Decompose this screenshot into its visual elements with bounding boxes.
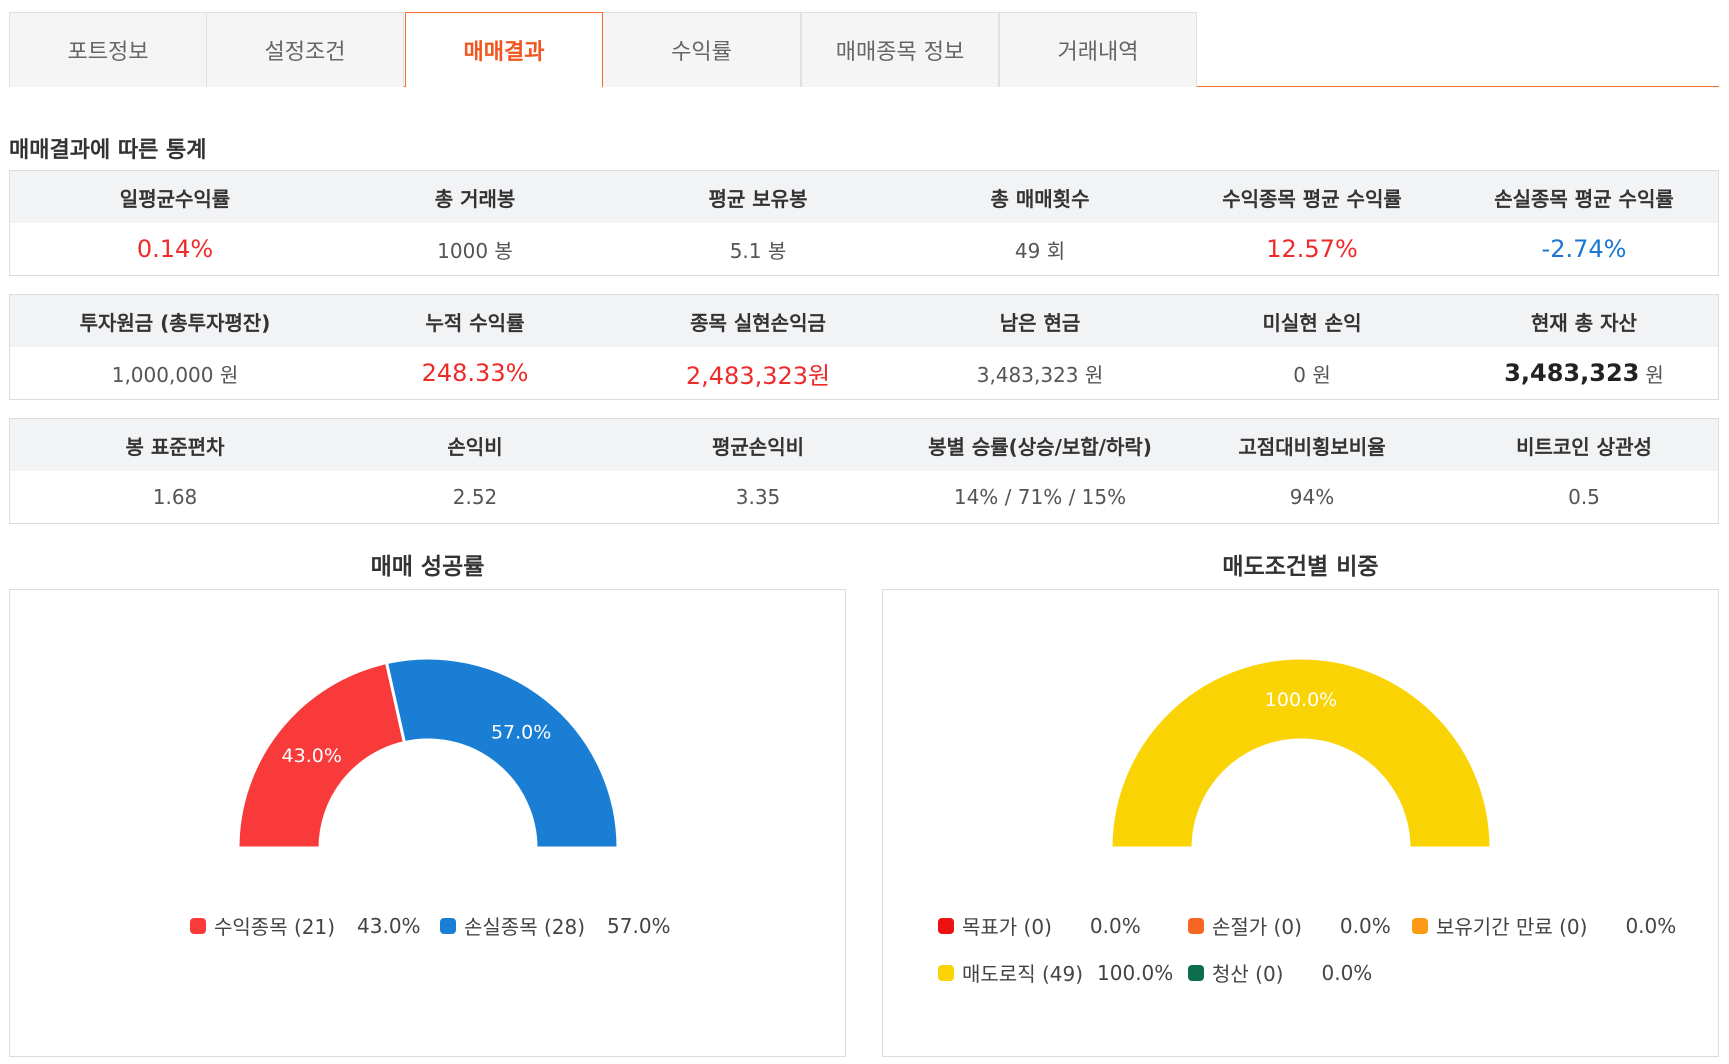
gauge-segment[interactable]	[236, 661, 406, 850]
stat-header: 총 거래봉	[434, 186, 516, 211]
stats-table-2: 투자원금 (총투자평잔) 누적 수익률 종목 실현손익금 남은 현금 미실현 손…	[9, 294, 1719, 400]
legend-value: 0.0%	[1321, 960, 1373, 985]
stat-principal: 1,000,000 원	[111, 362, 239, 387]
stat-total-bars: 1000 봉	[437, 238, 513, 263]
legend-label: 매도로직 (49)	[962, 962, 1084, 986]
legend-label: 손실종목 (28)	[464, 915, 586, 939]
legend-label: 청산 (0)	[1212, 962, 1284, 986]
stat-total-asset: 3,483,323 원	[1450, 347, 1718, 399]
legend-label: 손절가 (0)	[1212, 915, 1302, 939]
tab-settings[interactable]: 설정조건	[206, 12, 404, 87]
stat-total-asset-value: 3,483,323	[1504, 359, 1640, 387]
legend-label: 보유기간 만료 (0)	[1436, 915, 1588, 939]
stat-header: 손실종목 평균 수익률	[1494, 186, 1674, 211]
tab-trade-history[interactable]: 거래내역	[999, 12, 1197, 87]
chart-title-success-rate: 매매 성공률	[370, 554, 485, 580]
legend-dot-blue	[440, 917, 456, 934]
tab-trade-results[interactable]: 매매결과	[405, 12, 603, 88]
stats-table-3: 봉 표준편차 손익비 평균손익비 봉별 승률(상승/보합/하락) 고점대비횡보비…	[9, 418, 1719, 524]
stat-btc-correlation: 0.5	[1568, 485, 1600, 509]
legend-value: 43.0%	[357, 913, 421, 938]
stat-header: 비트코인 상관성	[1516, 434, 1652, 459]
stats-value-row: 0.14% 1000 봉 5.1 봉 49 회 12.57% -2.74%	[10, 223, 1718, 275]
legend-dot-yellow	[938, 964, 954, 981]
stat-header: 누적 수익률	[425, 310, 525, 335]
stats-header-row: 투자원금 (총투자평잔) 누적 수익률 종목 실현손익금 남은 현금 미실현 손…	[10, 295, 1718, 347]
stats-header-row: 봉 표준편차 손익비 평균손익비 봉별 승률(상승/보합/하락) 고점대비횡보비…	[10, 419, 1718, 471]
stat-header: 손익비	[447, 434, 503, 459]
stat-bar-win-rate: 14% / 71% / 15%	[953, 485, 1127, 509]
legend-value: 0.0%	[1339, 913, 1391, 938]
gauge-chart-sell-condition: 100.0%	[1109, 656, 1493, 850]
stat-avg-hold-bars: 5.1 봉	[729, 238, 787, 263]
legend-dot-green	[1188, 964, 1204, 981]
chart-panel-sell-condition: 100.0% 목표가 (0) 0.0% 손절가 (0) 0.0% 보유기간 만료…	[882, 589, 1719, 1057]
stat-pnl-ratio: 2.52	[452, 485, 498, 509]
chart-title-sell-condition: 매도조건별 비중	[1222, 554, 1379, 580]
stat-header: 수익종목 평균 수익률	[1222, 186, 1402, 211]
stats-value-row: 1.68 2.52 3.35 14% / 71% / 15% 94% 0.5	[10, 471, 1718, 523]
stat-unrealized-pnl: 0 원	[1293, 362, 1331, 387]
tab-port-info[interactable]: 포트정보	[9, 12, 207, 87]
legend-dot-amber	[1412, 917, 1428, 934]
legend-item-loss[interactable]: 손실종목 (28) 57.0%	[440, 911, 671, 940]
stat-header: 현재 총 자산	[1531, 310, 1637, 335]
legend-dot-red	[938, 917, 954, 934]
stat-loss-avg-return: -2.74%	[1541, 235, 1627, 263]
stat-header: 평균손익비	[712, 434, 804, 459]
stat-total-asset-unit: 원	[1645, 362, 1664, 387]
tab-trade-items[interactable]: 매매종목 정보	[801, 12, 999, 87]
tab-returns[interactable]: 수익률	[603, 12, 801, 87]
legend-dot-orange	[1188, 917, 1204, 934]
gauge-segment[interactable]	[385, 656, 620, 850]
legend-item-stoploss[interactable]: 손절가 (0) 0.0%	[1188, 911, 1391, 940]
gauge-segment-label: 100.0%	[1265, 689, 1337, 711]
stats-table-1: 일평균수익률 총 거래봉 평균 보유봉 총 매매횟수 수익종목 평균 수익률 손…	[9, 170, 1719, 276]
stat-remaining-cash: 3,483,323 원	[976, 362, 1104, 387]
legend-value: 0.0%	[1625, 913, 1677, 938]
stat-header: 봉별 승률(상승/보합/하락)	[928, 434, 1152, 459]
stat-header: 남은 현금	[999, 310, 1081, 335]
stats-value-row: 1,000,000 원 248.33% 2,483,323원 3,483,323…	[10, 347, 1718, 399]
stat-header: 미실현 손익	[1262, 310, 1362, 335]
stat-header: 종목 실현손익금	[690, 310, 826, 335]
legend-label: 목표가 (0)	[962, 915, 1052, 939]
section-title: 매매결과에 따른 통계	[9, 138, 207, 163]
stat-total-trades: 49 회	[1014, 238, 1066, 263]
stat-header: 일평균수익률	[119, 186, 231, 211]
stat-cumulative-return: 248.33%	[421, 359, 529, 387]
stat-header: 봉 표준편차	[125, 434, 225, 459]
legend-item-target[interactable]: 목표가 (0) 0.0%	[938, 911, 1141, 940]
gauge-chart-success-rate: 43.0% 57.0%	[236, 656, 620, 850]
legend-value: 57.0%	[607, 913, 671, 938]
chart-panel-success-rate: 43.0% 57.0% 수익종목 (21) 43.0% 손실종목 (28) 57.…	[9, 589, 846, 1057]
stat-daily-avg-return: 0.14%	[136, 235, 214, 263]
tab-bar: 포트정보 설정조건 매매결과 수익률 매매종목 정보 거래내역	[9, 12, 1719, 88]
stat-bar-stddev: 1.68	[152, 485, 198, 509]
stat-win-avg-return: 12.57%	[1266, 235, 1358, 263]
legend-value: 100.0%	[1097, 960, 1174, 985]
stat-header: 고점대비횡보비율	[1238, 434, 1386, 459]
stat-header: 평균 보유봉	[708, 186, 808, 211]
legend-item-hold-expiry[interactable]: 보유기간 만료 (0) 0.0%	[1412, 911, 1676, 940]
legend-item-sell-logic[interactable]: 매도로직 (49) 100.0%	[938, 958, 1173, 987]
stat-header: 투자원금 (총투자평잔)	[79, 310, 271, 335]
stat-realized-pnl: 2,483,323원	[685, 361, 831, 390]
legend-label: 수익종목 (21)	[214, 915, 336, 939]
gauge-segment-label: 43.0%	[282, 745, 342, 767]
gauge-segment[interactable]	[1109, 656, 1493, 850]
stat-header: 총 매매횟수	[990, 186, 1090, 211]
stat-avg-pnl-ratio: 3.35	[735, 485, 781, 509]
legend-dot-red	[190, 917, 206, 934]
gauge-segment-label: 57.0%	[491, 722, 551, 744]
stats-header-row: 일평균수익률 총 거래봉 평균 보유봉 총 매매횟수 수익종목 평균 수익률 손…	[10, 171, 1718, 223]
legend-item-profit[interactable]: 수익종목 (21) 43.0%	[190, 911, 421, 940]
legend-item-liquidation[interactable]: 청산 (0) 0.0%	[1188, 958, 1372, 987]
legend-value: 0.0%	[1089, 913, 1141, 938]
stat-sideways-ratio: 94%	[1289, 485, 1335, 509]
